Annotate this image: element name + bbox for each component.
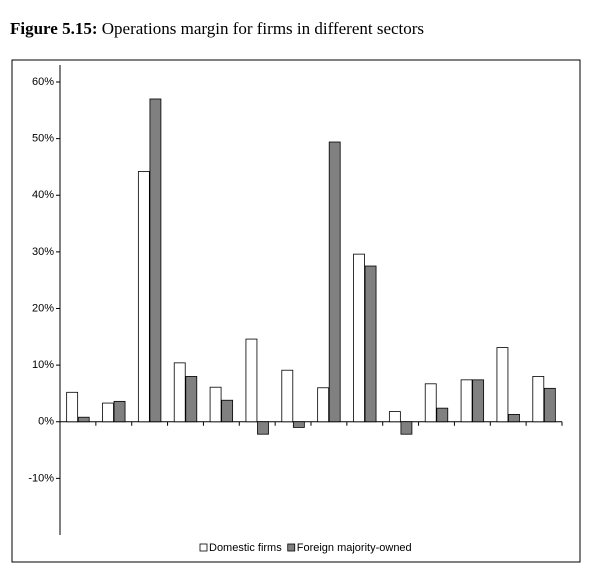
legend-label: Domestic firms [209,542,282,554]
bar [436,407,449,423]
bar [292,421,305,428]
y-tick-label: 10% [32,359,54,371]
bar [543,387,556,423]
y-tick-label: 50% [32,133,54,145]
y-tick-label: 0% [38,416,54,428]
bar [113,400,126,423]
title-text: Operations margin for firms in different… [102,19,424,38]
bar [364,265,377,423]
bar [388,411,401,423]
bar [245,338,258,423]
bar [460,379,473,423]
bar [173,362,186,423]
y-tick-label: 20% [32,302,54,314]
legend-label: Foreign majority-owned [297,542,412,554]
bar [149,98,162,423]
legend-swatch [199,543,208,552]
bar [221,399,234,423]
y-tick-label: 30% [32,246,54,258]
bar [400,421,413,435]
legend-swatch [287,543,296,552]
bar [472,379,485,423]
bar [209,386,222,423]
bar [424,383,437,423]
bar [102,402,114,423]
chart-title: Figure 5.15: Operations margin for firms… [10,19,424,38]
bar [257,421,269,435]
chart-frame [11,59,581,563]
bar [317,387,330,423]
figure-label: Figure 5.15: [10,19,98,38]
bar [496,347,509,423]
bar [185,376,198,423]
y-tick-label: -10% [28,472,54,484]
bar [328,141,341,423]
bar [508,413,520,423]
bar [353,253,365,423]
bar [532,376,545,423]
bar [137,171,150,423]
bar [77,416,90,423]
bar [281,369,294,423]
y-tick-label: 60% [32,76,54,88]
bar [66,391,79,423]
y-tick-label: 40% [32,189,54,201]
